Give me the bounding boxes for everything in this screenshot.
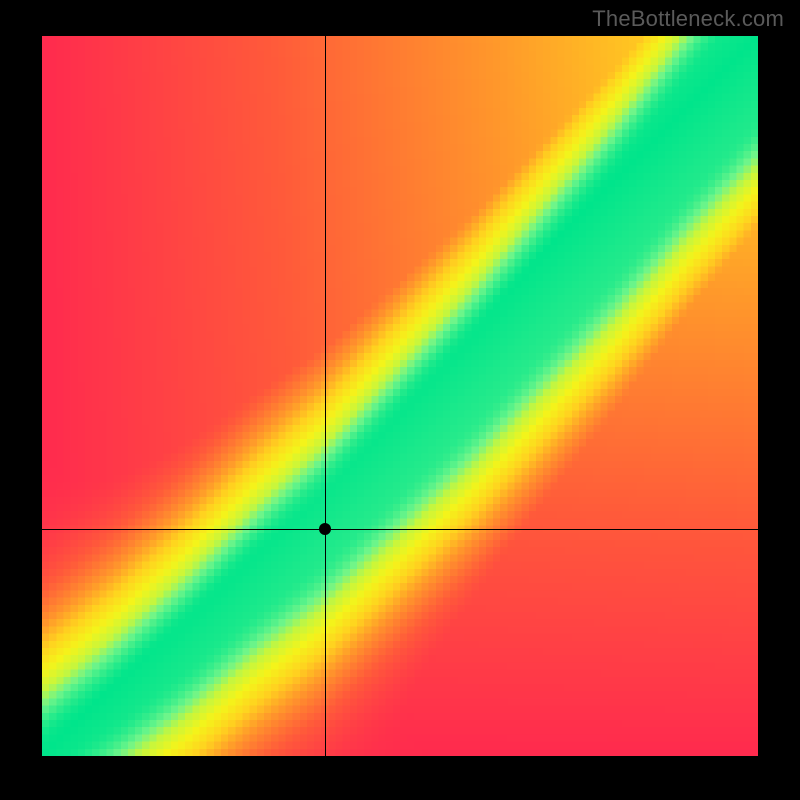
watermark-text: TheBottleneck.com xyxy=(592,6,784,32)
crosshair-horizontal xyxy=(42,529,758,530)
chart-frame: TheBottleneck.com xyxy=(0,0,800,800)
plot-area xyxy=(42,36,758,756)
selection-marker xyxy=(319,523,331,535)
crosshair-vertical xyxy=(325,36,326,756)
heatmap-canvas xyxy=(42,36,758,756)
